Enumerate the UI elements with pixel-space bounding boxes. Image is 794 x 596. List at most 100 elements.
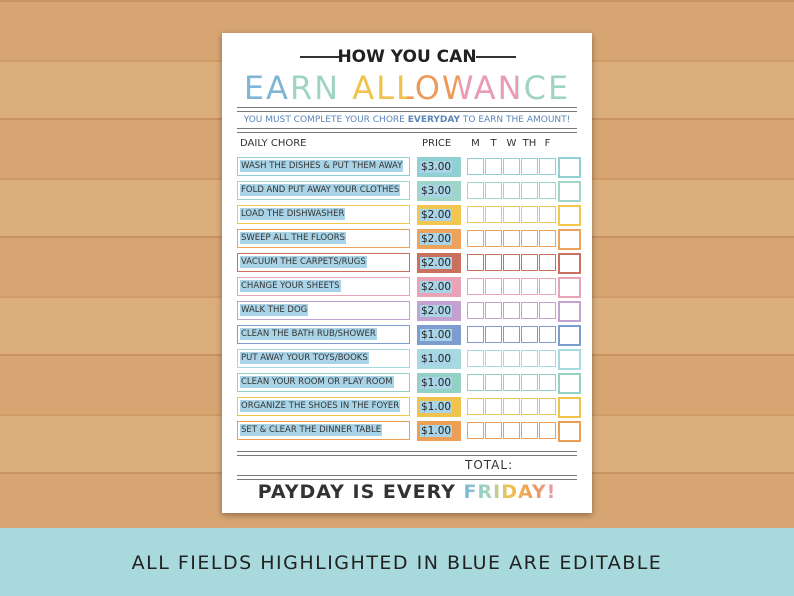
day-checkbox: [539, 278, 556, 295]
instruction-emphasis: EVERYDAY: [407, 115, 461, 125]
chore-field[interactable]: VACUUM THE CARPETS/RUGS: [237, 253, 410, 272]
chore-field[interactable]: CLEAN THE BATH RUB/SHOWER: [237, 325, 410, 344]
price-cell: $2.00: [417, 277, 461, 297]
day-checkbox: [521, 326, 538, 343]
day-checkbox: [467, 302, 484, 319]
day-checkbox: [539, 254, 556, 271]
chore-field[interactable]: LOAD THE DISHWASHER: [237, 205, 410, 224]
day-checkbox: [539, 230, 556, 247]
chore-text: LOAD THE DISHWASHER: [240, 208, 346, 220]
day-checkbox: [467, 254, 484, 271]
total-checkbox: [558, 229, 581, 250]
day-checkbox: [521, 350, 538, 367]
day-checkbox: [521, 278, 538, 295]
chore-field[interactable]: ORGANIZE THE SHOES IN THE FOYER: [237, 397, 410, 416]
day-checkbox: [467, 326, 484, 343]
price-cell: $1.00: [417, 349, 461, 369]
chore-text: SWEEP ALL THE FLOORS: [240, 232, 347, 244]
total-checkbox: [558, 325, 581, 346]
day-checkbox: [503, 278, 520, 295]
rule: [237, 451, 577, 452]
day-checkbox: [467, 278, 484, 295]
day-checkbox: [503, 302, 520, 319]
day-checkbox: [485, 254, 502, 271]
day-checkbox: [467, 350, 484, 367]
total-checkbox: [558, 181, 581, 202]
day-checkbox: [539, 182, 556, 199]
chore-text: WALK THE DOG: [240, 304, 309, 316]
rule: [476, 56, 516, 58]
total-checkbox: [558, 205, 581, 226]
price: $1.00: [420, 329, 453, 341]
chore-text: SET & CLEAR THE DINNER TABLE: [240, 424, 383, 436]
price: $2.00: [420, 233, 453, 245]
day-checkbox: [503, 374, 520, 391]
column-header: T: [490, 138, 497, 149]
day-checkbox: [539, 206, 556, 223]
day-checkbox: [485, 350, 502, 367]
title: EARN ALLOWANCE: [222, 69, 592, 107]
day-checkbox: [467, 158, 484, 175]
chore-text: CHANGE YOUR SHEETS: [240, 280, 341, 292]
chore-text: CLEAN YOUR ROOM OR PLAY ROOM: [240, 376, 394, 388]
chore-field[interactable]: CLEAN YOUR ROOM OR PLAY ROOM: [237, 373, 410, 392]
price: $1.00: [420, 377, 453, 389]
price-cell: $2.00: [417, 229, 461, 249]
price-cell: $2.00: [417, 253, 461, 273]
rule: [237, 128, 577, 129]
chore-field[interactable]: SET & CLEAR THE DINNER TABLE: [237, 421, 410, 440]
column-header: TH: [522, 138, 537, 149]
day-checkbox: [539, 158, 556, 175]
total-checkbox: [558, 421, 581, 442]
instruction-text: YOU MUST COMPLETE YOUR CHORE: [243, 115, 408, 125]
day-checkbox: [503, 230, 520, 247]
instruction: YOU MUST COMPLETE YOUR CHORE EVERYDAY TO…: [222, 115, 592, 125]
day-checkbox: [485, 182, 502, 199]
price: $1.00: [420, 401, 453, 413]
total-checkbox: [558, 157, 581, 178]
day-checkbox: [467, 374, 484, 391]
day-checkbox: [539, 374, 556, 391]
total-checkbox: [558, 253, 581, 274]
chore-field[interactable]: PUT AWAY YOUR TOYS/BOOKS: [237, 349, 410, 368]
day-checkbox: [503, 326, 520, 343]
chore-text: FOLD AND PUT AWAY YOUR CLOTHES: [240, 184, 401, 196]
day-checkbox: [539, 350, 556, 367]
day-checkbox: [485, 374, 502, 391]
total-label: TOTAL:: [465, 458, 514, 472]
day-checkbox: [539, 326, 556, 343]
rule: [237, 479, 577, 480]
price: $3.00: [420, 161, 453, 173]
day-checkbox: [503, 206, 520, 223]
rule: [237, 107, 577, 108]
chore-field[interactable]: FOLD AND PUT AWAY YOUR CLOTHES: [237, 181, 410, 200]
day-checkbox: [521, 302, 538, 319]
day-checkbox: [503, 422, 520, 439]
total-checkbox: [558, 277, 581, 298]
chore-text: PUT AWAY YOUR TOYS/BOOKS: [240, 352, 369, 364]
day-checkbox: [503, 182, 520, 199]
chore-field[interactable]: WALK THE DOG: [237, 301, 410, 320]
day-checkbox: [485, 398, 502, 415]
rule: [237, 132, 577, 133]
day-checkbox: [539, 422, 556, 439]
price-cell: $1.00: [417, 421, 461, 441]
day-checkbox: [521, 206, 538, 223]
day-checkbox: [467, 230, 484, 247]
day-checkbox: [485, 158, 502, 175]
day-checkbox: [503, 254, 520, 271]
day-checkbox: [539, 398, 556, 415]
chore-field[interactable]: CHANGE YOUR SHEETS: [237, 277, 410, 296]
price-cell: $1.00: [417, 373, 461, 393]
day-checkbox: [485, 326, 502, 343]
total-checkbox: [558, 301, 581, 322]
price: $2.00: [420, 281, 453, 293]
chore-field[interactable]: SWEEP ALL THE FLOORS: [237, 229, 410, 248]
day-checkbox: [521, 374, 538, 391]
day-checkbox: [467, 398, 484, 415]
day-checkbox: [503, 158, 520, 175]
rule: [237, 455, 577, 456]
chore-field[interactable]: WASH THE DISHES & PUT THEM AWAY: [237, 157, 410, 176]
day-checkbox: [503, 350, 520, 367]
